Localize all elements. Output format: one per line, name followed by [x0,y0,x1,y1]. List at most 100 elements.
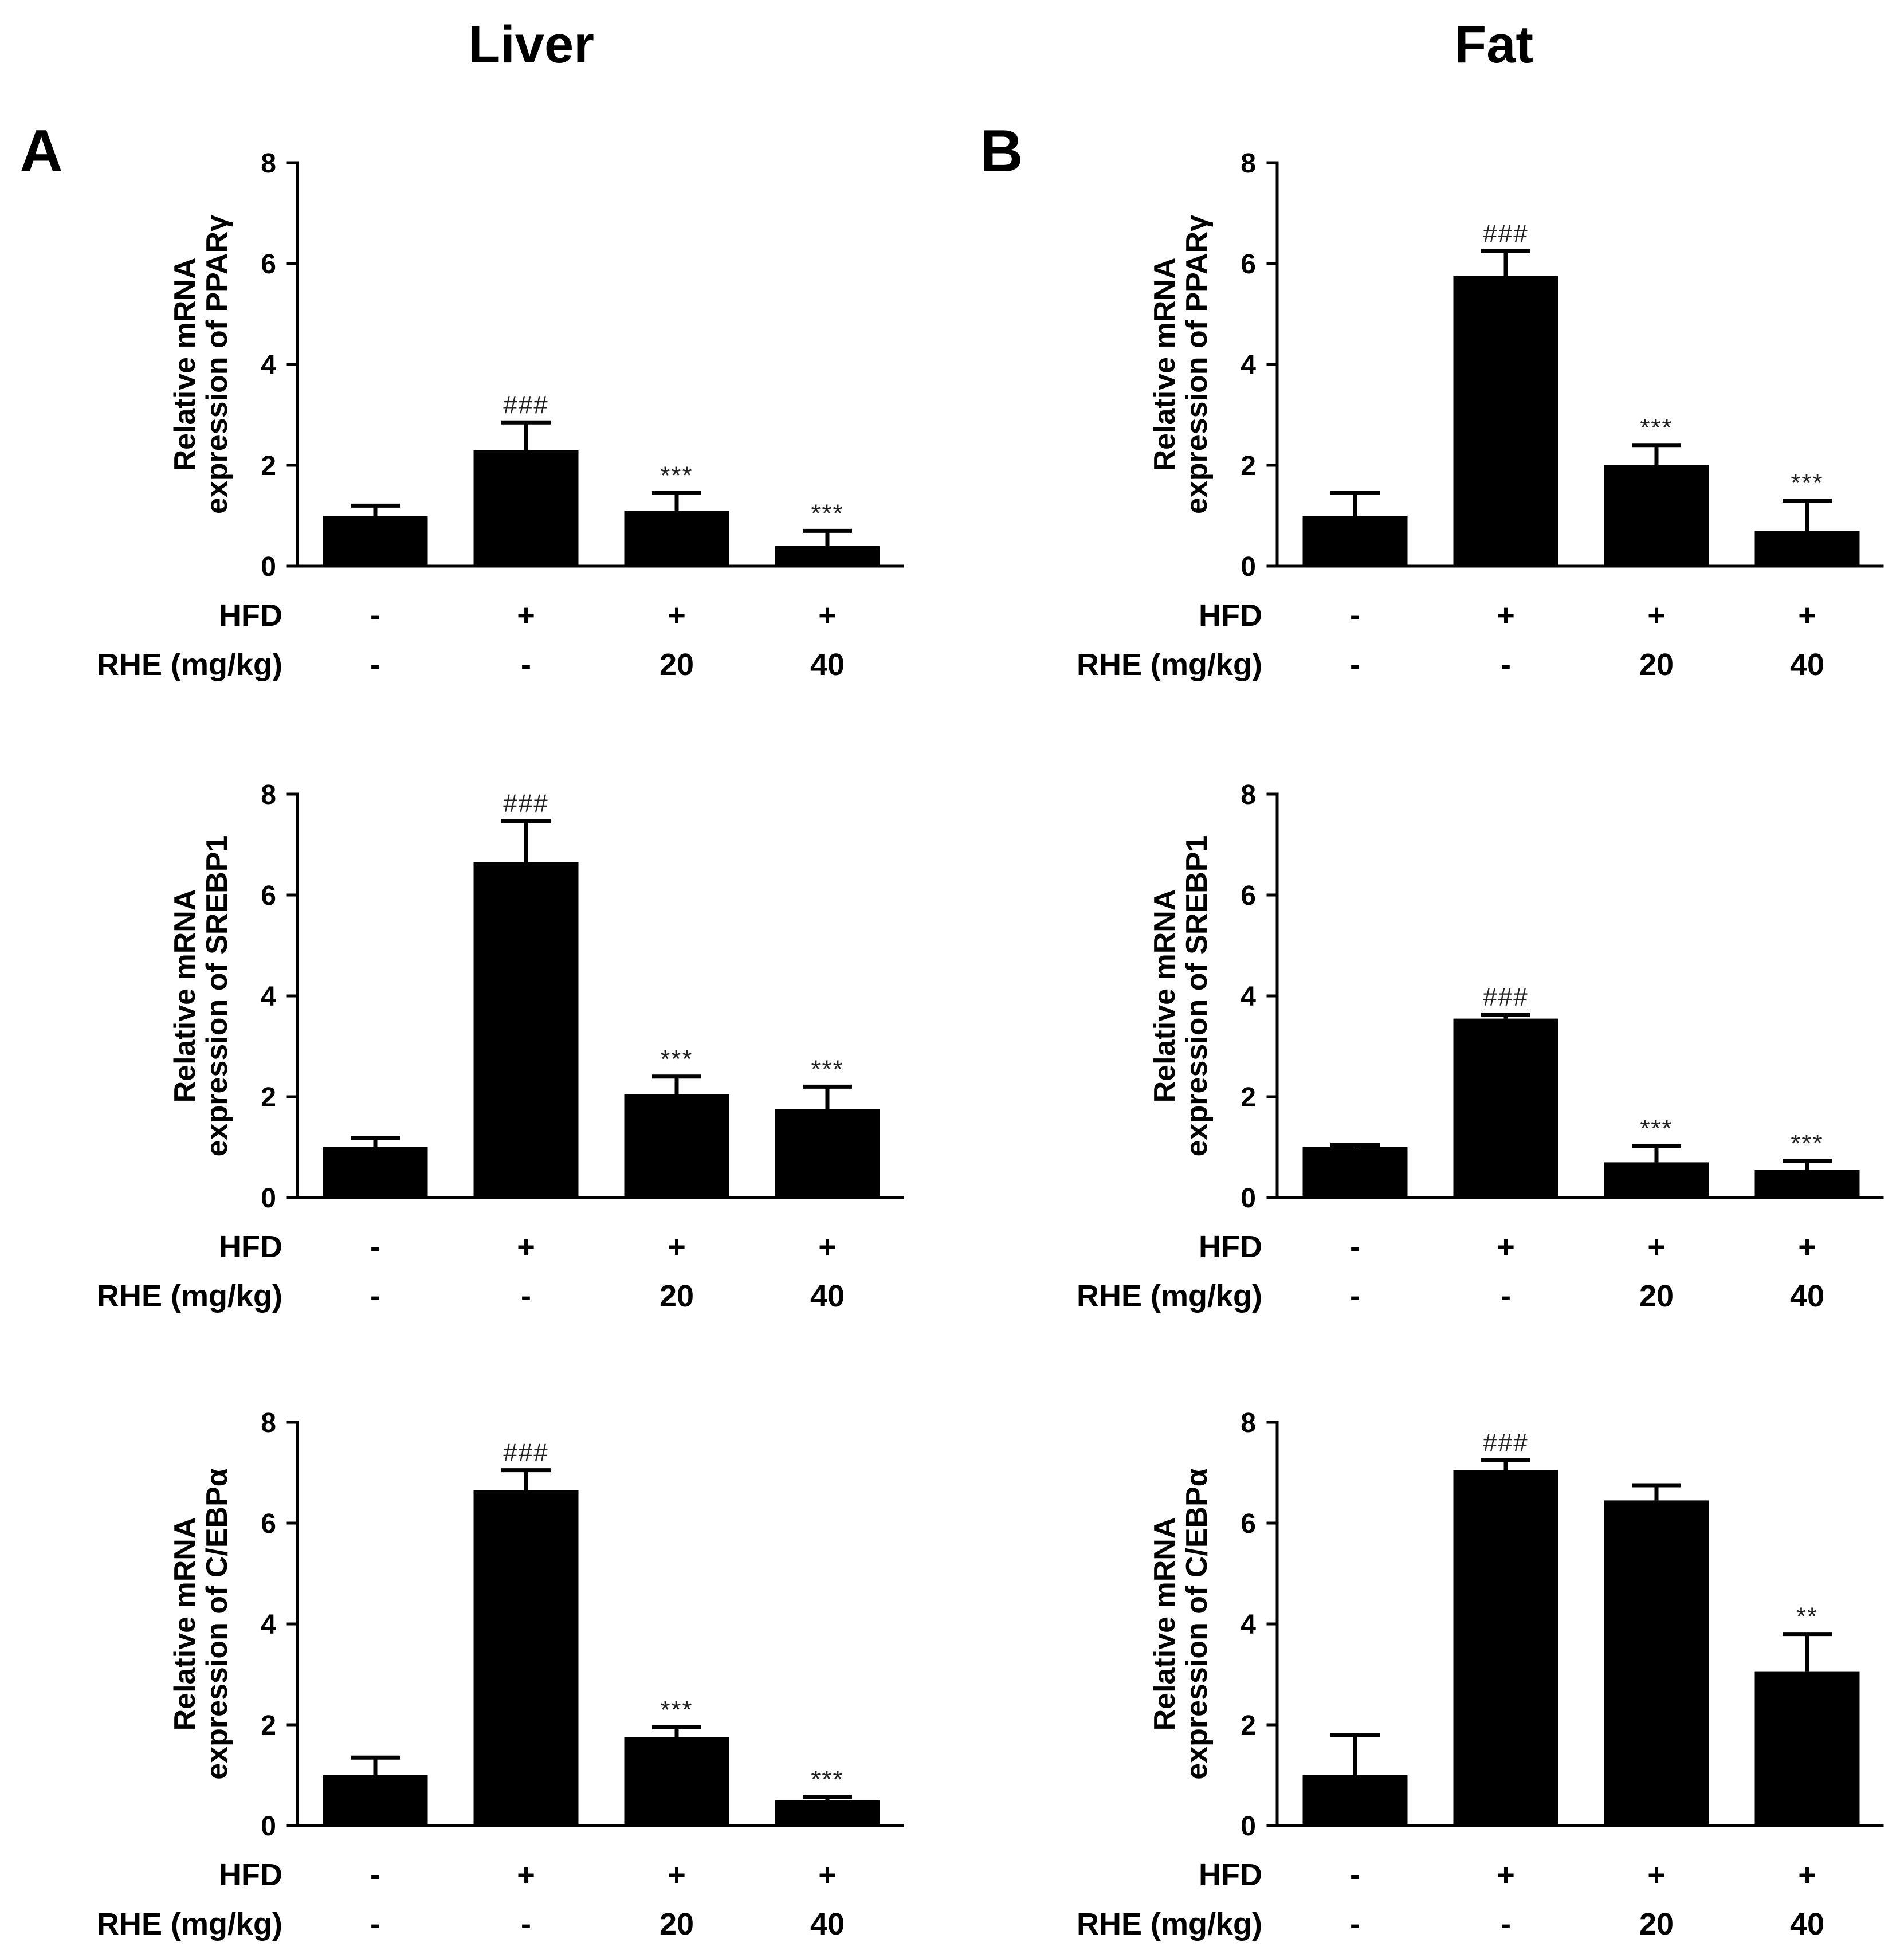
chart-liver-pparg-condition-row-2-value-2: - [521,648,531,682]
chart-liver-srebp1-condition-row-1-value-4: + [818,1230,837,1264]
chart-fat-pparg-y-tick-label-3: 4 [1240,350,1256,380]
chart-liver-cebpa-y-tick-label-2: 2 [261,1710,276,1741]
chart-fat-cebpa-y-tick-label-5: 8 [1240,1408,1256,1438]
chart-fat-srebp1-significance-label-3: *** [1640,1115,1673,1143]
chart-liver-srebp1-bar-4 [775,1109,880,1198]
chart-liver-srebp1-condition-row-2-value-3: 20 [659,1279,694,1313]
chart-liver-srebp1-condition-row-2-value-4: 40 [810,1279,845,1313]
chart-liver-pparg-condition-row-1-value-4: + [818,598,837,633]
chart-liver-pparg-y-tick-label-4: 6 [261,249,276,280]
chart-liver-pparg-condition-row-1-value-1: - [370,598,380,633]
chart-fat-srebp1-y-tick-label-2: 2 [1240,1082,1256,1113]
chart-liver-pparg-bar-3 [624,511,729,566]
chart-liver-pparg-y-tick-label-3: 4 [261,350,276,380]
chart-fat-srebp1-bar-1 [1302,1147,1408,1198]
chart-liver-pparg-condition-row-2-value-1: - [370,648,380,682]
chart-liver-srebp1-significance-label-2: ### [503,790,548,818]
chart-liver-cebpa-condition-row-2-value-2: - [521,1907,531,1941]
chart-fat-cebpa-y-tick-label-3: 4 [1240,1610,1256,1640]
chart-fat-cebpa-bar-1 [1302,1775,1408,1826]
chart-fat-srebp1-condition-row-2-value-4: 40 [1790,1279,1824,1313]
chart-fat-cebpa-bar-2 [1453,1470,1558,1826]
chart-fat-pparg-y-axis-label-line-1: Relative mRNA [1148,258,1181,472]
chart-liver-pparg-significance-label-4: *** [811,499,843,527]
panel-label-b: B [980,118,1023,185]
chart-fat-cebpa-condition-row-2-value-4: 40 [1790,1907,1824,1941]
chart-fat-pparg-condition-row-1-value-4: + [1798,598,1816,633]
chart-fat-cebpa-y-tick-label-1: 0 [1240,1811,1256,1842]
chart-liver-srebp1-condition-row-label-1: HFD [219,1230,282,1264]
chart-liver-pparg-y-axis-label-line-2: expression of PPARγ [201,215,234,514]
chart-fat-srebp1-bar-2 [1453,1018,1558,1198]
chart-fat-pparg-bar-2 [1453,276,1558,566]
chart-liver-srebp1-condition-row-1-value-2: + [517,1230,535,1264]
chart-fat-cebpa-condition-row-2-value-1: - [1350,1907,1360,1941]
chart-fat-pparg-y-tick-label-2: 2 [1240,451,1256,481]
chart-liver-cebpa-y-axis-label-line-1: Relative mRNA [168,1517,202,1731]
chart-fat-cebpa-condition-row-1-value-3: + [1647,1858,1666,1892]
chart-fat-pparg-y-tick-label-4: 6 [1240,249,1256,280]
chart-liver-cebpa-y-tick-label-3: 4 [261,1610,276,1640]
chart-liver-cebpa-significance-label-3: *** [660,1696,693,1724]
chart-fat-srebp1-significance-label-2: ### [1483,983,1528,1011]
chart-fat-srebp1-bar-4 [1754,1170,1860,1198]
chart-fat-srebp1-bar-3 [1604,1162,1709,1198]
chart-liver-cebpa-condition-row-1-value-4: + [818,1858,837,1892]
chart-liver-pparg-bar-1 [323,516,428,566]
chart-liver-srebp1-condition-row-1-value-3: + [668,1230,686,1264]
chart-fat-pparg-condition-row-2-value-3: 20 [1639,648,1674,682]
chart-fat-cebpa-y-tick-label-4: 6 [1240,1509,1256,1539]
column-title-liver: Liver [468,15,594,74]
chart-liver-pparg-condition-row-2-value-3: 20 [659,648,694,682]
chart-liver-pparg-condition-row-label-1: HFD [219,598,282,633]
chart-fat-pparg-significance-label-4: *** [1791,469,1823,497]
chart-liver-cebpa-condition-row-2-value-3: 20 [659,1907,694,1941]
chart-liver-srebp1-bar-1 [323,1147,428,1198]
chart-liver-cebpa-condition-row-2-value-1: - [370,1907,380,1941]
chart-liver-cebpa-bar-1 [323,1775,428,1826]
chart-fat-pparg-y-tick-label-5: 8 [1240,148,1256,179]
chart-fat-srebp1-condition-row-2-value-3: 20 [1639,1279,1674,1313]
chart-fat-srebp1-y-tick-label-4: 6 [1240,881,1256,911]
chart-liver-cebpa-condition-row-1-value-1: - [370,1858,380,1892]
chart-fat-cebpa-condition-row-2-value-2: - [1501,1907,1511,1941]
chart-liver-pparg-y-tick-label-5: 8 [261,148,276,179]
chart-fat-srebp1-y-axis-label-line-2: expression of SREBP1 [1180,835,1214,1157]
chart-liver-pparg-significance-label-2: ### [503,391,548,419]
chart-fat-srebp1-y-tick-label-5: 8 [1240,780,1256,810]
chart-fat-pparg-bar-4 [1754,531,1860,566]
chart-liver-pparg-bar-4 [775,546,880,566]
chart-fat-cebpa-y-axis-label-line-2: expression of C/EBPα [1180,1468,1214,1779]
chart-liver-srebp1-condition-row-2-value-2: - [521,1279,531,1313]
chart-fat-srebp1-condition-row-1-value-3: + [1647,1230,1666,1264]
chart-liver-cebpa-y-tick-label-1: 0 [261,1811,276,1842]
chart-liver-pparg-condition-row-1-value-2: + [517,598,535,633]
chart-fat-cebpa-condition-row-1-value-4: + [1798,1858,1816,1892]
chart-fat-pparg-condition-row-2-value-1: - [1350,648,1360,682]
chart-liver-cebpa-condition-row-1-value-3: + [668,1858,686,1892]
chart-liver-pparg-y-tick-label-1: 0 [261,552,276,582]
chart-liver-srebp1-y-axis-label-line-1: Relative mRNA [168,889,202,1103]
chart-fat-pparg-condition-row-1-value-2: + [1497,598,1515,633]
chart-liver-cebpa-condition-row-label-2: RHE (mg/kg) [97,1907,282,1941]
chart-fat-cebpa-bar-3 [1604,1500,1709,1826]
chart-liver-srebp1-y-axis-label-line-2: expression of SREBP1 [201,835,234,1157]
column-title-fat: Fat [1454,15,1533,74]
chart-liver-pparg-y-axis-label-line-1: Relative mRNA [168,258,202,472]
chart-liver-srebp1-y-tick-label-3: 4 [261,982,276,1012]
chart-liver-srebp1-significance-label-4: *** [811,1055,843,1083]
chart-fat-pparg-significance-label-2: ### [1483,219,1528,248]
chart-liver-srebp1-significance-label-3: *** [660,1045,693,1073]
chart-fat-pparg-condition-row-label-1: HFD [1199,598,1262,633]
chart-liver-srebp1-condition-row-label-2: RHE (mg/kg) [97,1279,282,1313]
chart-fat-pparg-bar-3 [1604,465,1709,566]
chart-fat-cebpa-condition-row-label-2: RHE (mg/kg) [1077,1907,1262,1941]
chart-liver-pparg-condition-row-label-2: RHE (mg/kg) [97,648,282,682]
chart-fat-pparg-condition-row-2-value-4: 40 [1790,648,1824,682]
